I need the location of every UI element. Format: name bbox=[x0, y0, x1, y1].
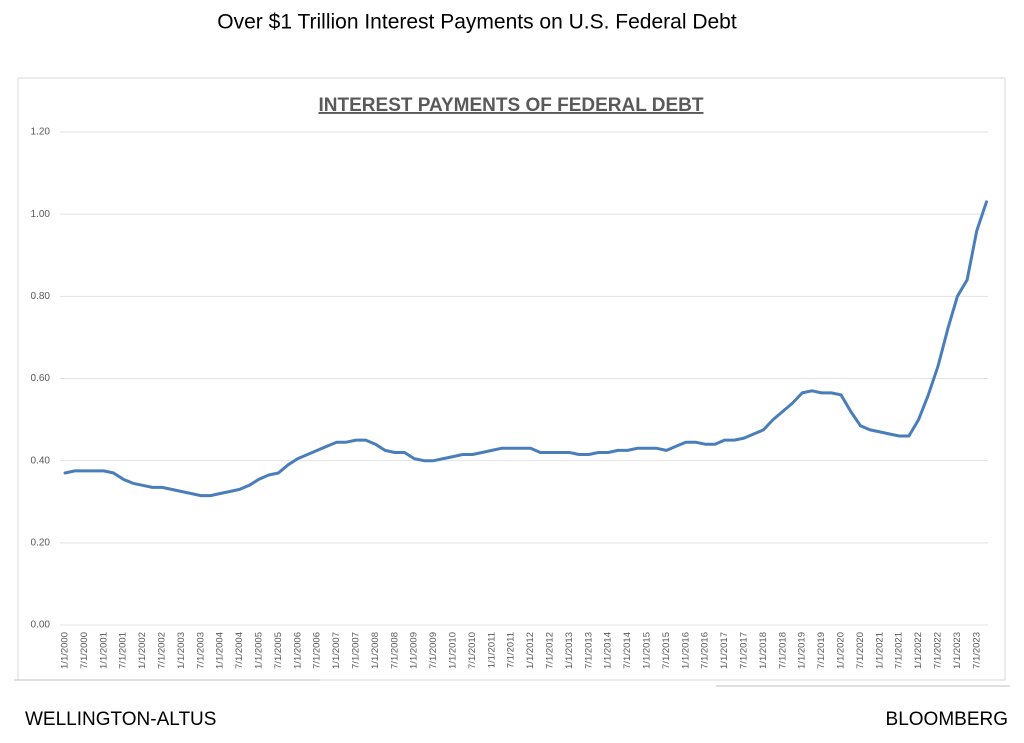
x-tick-label: 7/1/2021 bbox=[894, 632, 905, 669]
y-tick-label: 0.60 bbox=[31, 373, 51, 384]
x-tick-label: 7/1/2000 bbox=[79, 632, 90, 669]
x-tick-label: 1/1/2017 bbox=[719, 632, 730, 669]
x-tick-label: 7/1/2010 bbox=[467, 632, 478, 669]
page-title: Over $1 Trillion Interest Payments on U.… bbox=[217, 11, 737, 34]
x-tick-label: 7/1/2007 bbox=[351, 632, 362, 669]
y-tick-label: 0.40 bbox=[31, 455, 51, 466]
y-tick-label: 0.20 bbox=[31, 537, 51, 548]
x-tick-label: 7/1/2017 bbox=[739, 632, 750, 669]
x-tick-label: 1/1/2006 bbox=[292, 632, 303, 669]
x-tick-label: 7/1/2013 bbox=[583, 632, 594, 669]
x-tick-label: 7/1/2001 bbox=[118, 632, 129, 669]
x-tick-label: 1/1/2002 bbox=[137, 632, 148, 669]
x-tick-label: 1/1/2012 bbox=[525, 632, 536, 669]
x-tick-label: 1/1/2004 bbox=[215, 632, 226, 669]
x-tick-label: 1/1/2023 bbox=[952, 632, 963, 669]
x-tick-label: 7/1/2015 bbox=[661, 632, 672, 669]
x-tick-label: 1/1/2018 bbox=[758, 632, 769, 669]
x-tick-label: 1/1/2009 bbox=[409, 632, 420, 669]
x-tick-label: 1/1/2014 bbox=[603, 632, 614, 669]
y-tick-label: 0.00 bbox=[31, 620, 51, 631]
x-tick-label: 1/1/2003 bbox=[176, 632, 187, 669]
x-tick-label: 1/1/2013 bbox=[564, 632, 575, 669]
x-tick-label: 7/1/2006 bbox=[312, 632, 323, 669]
x-tick-label: 1/1/2022 bbox=[913, 632, 924, 669]
x-tick-label: 1/1/2021 bbox=[874, 632, 885, 669]
chart-title: INTEREST PAYMENTS OF FEDERAL DEBT bbox=[319, 95, 704, 116]
x-tick-label: 1/1/2010 bbox=[448, 632, 459, 669]
x-tick-label: 7/1/2002 bbox=[157, 632, 168, 669]
x-tick-label: 7/1/2012 bbox=[545, 632, 556, 669]
x-tick-label: 7/1/2003 bbox=[195, 632, 206, 669]
x-tick-label: 1/1/2011 bbox=[486, 632, 497, 668]
y-tick-label: 1.00 bbox=[31, 209, 51, 220]
x-tick-label: 7/1/2009 bbox=[428, 632, 439, 669]
x-tick-label: 7/1/2011 bbox=[506, 632, 517, 668]
x-tick-label: 7/1/2016 bbox=[700, 632, 711, 669]
x-tick-label: 7/1/2023 bbox=[971, 632, 982, 669]
x-tick-label: 1/1/2001 bbox=[98, 632, 109, 669]
x-tick-label: 7/1/2022 bbox=[933, 632, 944, 669]
x-tick-label: 7/1/2005 bbox=[273, 632, 284, 669]
x-tick-label: 7/1/2018 bbox=[777, 632, 788, 669]
x-tick-label: 7/1/2020 bbox=[855, 632, 866, 669]
x-tick-label: 1/1/2015 bbox=[642, 632, 653, 669]
x-tick-label: 1/1/2020 bbox=[836, 632, 847, 669]
footer-left: WELLINGTON-ALTUS bbox=[25, 709, 216, 730]
x-tick-label: 1/1/2008 bbox=[370, 632, 381, 669]
x-tick-label: 1/1/2019 bbox=[797, 632, 808, 669]
x-tick-label: 1/1/2007 bbox=[331, 632, 342, 669]
x-tick-label: 7/1/2008 bbox=[389, 632, 400, 669]
x-tick-label: 7/1/2004 bbox=[234, 632, 245, 669]
x-tick-label: 1/1/2016 bbox=[680, 632, 691, 669]
x-tick-label: 1/1/2005 bbox=[254, 632, 265, 669]
footer-right: BLOOMBERG bbox=[886, 709, 1008, 730]
plot: 0.00 0.20 0.40 0.60 0.80 1.00 1.20 1/1/2000 7/1/… bbox=[31, 127, 988, 669]
x-tick-label: 7/1/2014 bbox=[622, 632, 633, 669]
x-tick-label: 1/1/2000 bbox=[60, 632, 71, 669]
y-tick-label: 1.20 bbox=[31, 127, 51, 138]
x-tick-label: 7/1/2019 bbox=[816, 632, 827, 669]
data-line bbox=[63, 200, 988, 498]
y-tick-label: 0.80 bbox=[31, 291, 51, 302]
